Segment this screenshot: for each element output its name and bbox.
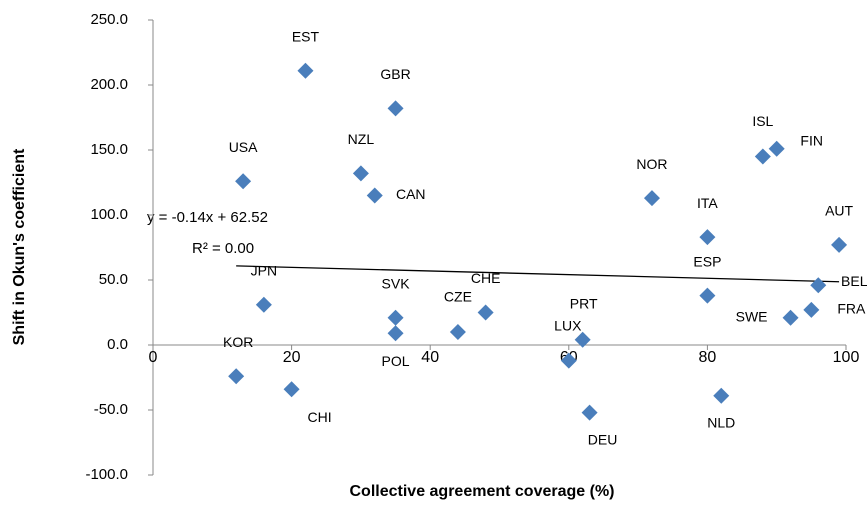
y-tick-label: 0.0 (107, 336, 128, 353)
point-label: KOR (223, 334, 253, 350)
point-label: CHE (471, 270, 501, 286)
point (782, 309, 799, 326)
point-label: LUX (554, 317, 582, 333)
y-tick-label: 150.0 (90, 141, 128, 158)
x-tick-label: 0 (149, 349, 158, 366)
point (768, 140, 785, 157)
x-tick-label: 20 (283, 349, 301, 366)
point-label: CZE (444, 289, 472, 305)
point-label: EST (292, 28, 320, 44)
x-tick-label: 40 (421, 349, 439, 366)
y-tick-label: 200.0 (90, 76, 128, 93)
point (831, 236, 848, 253)
point-label: USA (229, 139, 258, 155)
point-label: GBR (380, 66, 410, 82)
point (699, 287, 716, 304)
point (366, 187, 383, 204)
point-label: FRA (837, 301, 866, 317)
point (228, 368, 245, 385)
point (387, 325, 404, 342)
point-label: ITA (697, 195, 718, 211)
y-tick-label: -50.0 (94, 401, 128, 418)
point (643, 190, 660, 207)
point-label: CAN (396, 186, 426, 202)
point (713, 387, 730, 404)
point-label: SVK (382, 275, 411, 291)
point-label: POL (382, 353, 410, 369)
point (297, 62, 314, 79)
point-label: FIN (800, 132, 823, 148)
x-tick-label: 80 (699, 349, 717, 366)
point (560, 352, 577, 369)
point-label: SWE (736, 308, 768, 324)
point-label: AUT (825, 203, 853, 219)
y-tick-label: 100.0 (90, 206, 128, 223)
point (581, 404, 598, 421)
point (699, 229, 716, 246)
point (352, 165, 369, 182)
point-label: PRT (570, 296, 598, 312)
point-label: BEL (841, 273, 867, 289)
point (803, 301, 820, 318)
point (810, 277, 827, 294)
y-tick-label: 250.0 (90, 11, 128, 28)
y-tick-label: -100.0 (85, 466, 128, 483)
point-label: NOR (636, 156, 667, 172)
y-axis-title: Shift in Okun's coefficient (11, 148, 28, 345)
point (574, 331, 591, 348)
x-axis-title: Collective agreement coverage (%) (350, 483, 615, 500)
point (387, 100, 404, 117)
point-label: CHI (308, 409, 332, 425)
point (235, 173, 252, 190)
point (387, 309, 404, 326)
point (283, 381, 300, 398)
y-tick-label: 50.0 (99, 271, 128, 288)
point (477, 304, 494, 321)
point-label: JPN (251, 262, 277, 278)
point (754, 148, 771, 165)
point-label: DEU (588, 431, 618, 447)
x-tick-label: 100 (833, 349, 860, 366)
point (449, 324, 466, 340)
point-label: NLD (707, 414, 735, 430)
point-label: ISL (752, 113, 773, 129)
point-label: NZL (348, 131, 375, 147)
trendline (236, 265, 840, 283)
point (255, 296, 272, 313)
point-label: ESP (693, 253, 721, 269)
trend-equation: y = -0.14x + 62.52 (147, 209, 268, 226)
trend-r2: R² = 0.00 (192, 240, 254, 257)
